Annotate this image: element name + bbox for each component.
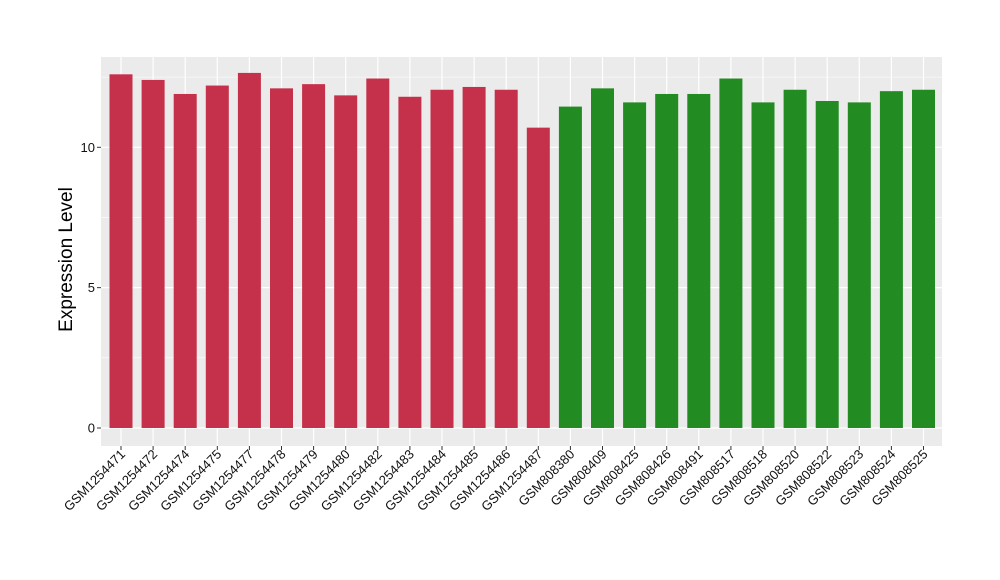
bar-GSM1254480	[334, 95, 358, 429]
y-tick-label: 10	[81, 140, 95, 155]
bar-GSM808520	[783, 89, 807, 428]
bar-GSM1254483	[398, 96, 422, 429]
y-tick-label: 5	[88, 280, 95, 295]
bar-GSM808425	[623, 102, 647, 428]
bar-GSM1254471	[109, 74, 133, 429]
bar-GSM808522	[815, 100, 839, 428]
y-tick-label: 0	[88, 421, 95, 436]
bar-GSM808523	[847, 102, 871, 428]
bar-GSM808525	[912, 89, 935, 428]
bar-GSM1254472	[141, 79, 165, 428]
bar-GSM808518	[751, 102, 775, 428]
bar-GSM1254475	[205, 85, 229, 429]
bar-GSM1254474	[173, 93, 197, 428]
y-axis: 0 5 10	[81, 140, 101, 436]
bar-GSM1254478	[270, 88, 293, 428]
bar-GSM808409	[591, 88, 614, 428]
bar-GSM1254477	[237, 72, 261, 429]
bar-GSM1254485	[462, 86, 486, 429]
bar-GSM1254484	[430, 89, 454, 428]
bars	[109, 72, 935, 429]
bar-GSM808426	[655, 93, 679, 428]
bar-GSM1254482	[366, 78, 390, 428]
bar-GSM808380	[558, 106, 582, 428]
bar-GSM808517	[719, 78, 743, 428]
bar-GSM808524	[879, 91, 903, 428]
y-axis-title: Expression Level	[56, 187, 77, 332]
x-axis: GSM1254471GSM1254472GSM1254474GSM1254475…	[61, 446, 931, 514]
bar-GSM1254486	[494, 89, 518, 428]
bar-GSM1254487	[526, 127, 550, 428]
bar-GSM1254479	[302, 84, 326, 428]
bar-GSM808491	[687, 93, 711, 428]
